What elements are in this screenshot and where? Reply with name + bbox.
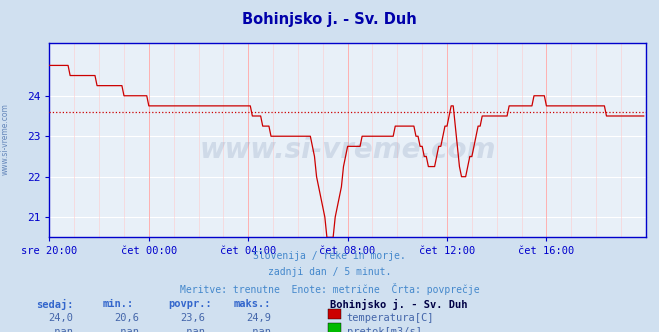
Text: 20,6: 20,6 bbox=[114, 313, 139, 323]
Text: Meritve: trenutne  Enote: metrične  Črta: povprečje: Meritve: trenutne Enote: metrične Črta: … bbox=[180, 283, 479, 294]
Text: temperatura[C]: temperatura[C] bbox=[347, 313, 434, 323]
Text: -nan: -nan bbox=[48, 327, 73, 332]
Text: Slovenija / reke in morje.: Slovenija / reke in morje. bbox=[253, 251, 406, 261]
Text: 24,9: 24,9 bbox=[246, 313, 271, 323]
Text: zadnji dan / 5 minut.: zadnji dan / 5 minut. bbox=[268, 267, 391, 277]
Text: -nan: -nan bbox=[180, 327, 205, 332]
Text: min.:: min.: bbox=[102, 299, 133, 309]
Text: sedaj:: sedaj: bbox=[36, 299, 74, 310]
Text: pretok[m3/s]: pretok[m3/s] bbox=[347, 327, 422, 332]
Text: -nan: -nan bbox=[246, 327, 271, 332]
Text: Bohinjsko j. - Sv. Duh: Bohinjsko j. - Sv. Duh bbox=[330, 299, 467, 310]
Text: 24,0: 24,0 bbox=[48, 313, 73, 323]
Text: Bohinjsko j. - Sv. Duh: Bohinjsko j. - Sv. Duh bbox=[242, 12, 417, 27]
Text: -nan: -nan bbox=[114, 327, 139, 332]
Text: 23,6: 23,6 bbox=[180, 313, 205, 323]
Text: maks.:: maks.: bbox=[234, 299, 272, 309]
Text: povpr.:: povpr.: bbox=[168, 299, 212, 309]
Text: www.si-vreme.com: www.si-vreme.com bbox=[200, 136, 496, 164]
Text: www.si-vreme.com: www.si-vreme.com bbox=[1, 104, 10, 175]
